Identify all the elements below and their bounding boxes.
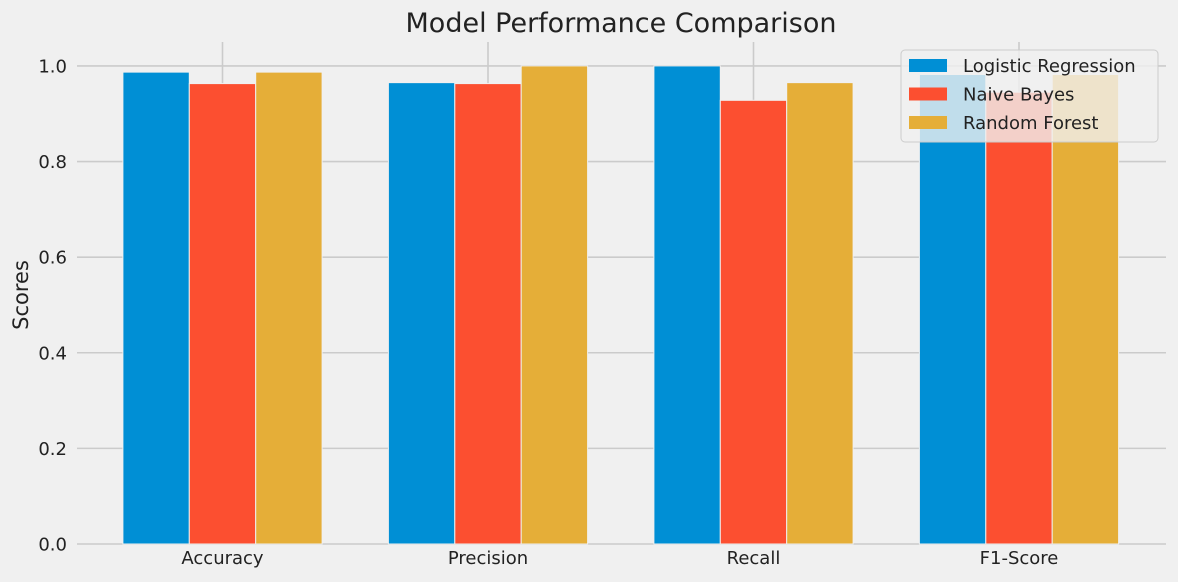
y-tick-label: 0.0 [38,535,67,556]
bars [122,65,1120,545]
y-axis-label: Scores [9,260,33,330]
y-tick-label: 0.4 [38,343,67,364]
bar-naive-bayes-accuracy [188,83,257,545]
legend: Logistic Regression Naive Bayes Random For… [900,49,1159,143]
bar-logistic-regression-precision [387,82,456,545]
bar-random-forest-precision [520,65,589,545]
bar-logistic-regression-accuracy [122,71,190,545]
x-tick-labels: Accuracy Precision Recall F1-Score [181,548,1058,569]
y-tick-label: 1.0 [38,56,67,77]
y-tick-label: 0.2 [38,439,67,460]
bar-random-forest-recall [786,82,854,545]
bar-naive-bayes-precision [454,83,522,545]
bar-logistic-regression-f1-score [918,74,987,545]
x-tick-label: Accuracy [181,548,264,569]
bar-random-forest-f1-score [1051,74,1120,545]
bar-naive-bayes-f1-score [985,91,1053,545]
legend-label: Naive Bayes [963,85,1074,106]
legend-box [900,49,1159,143]
y-tick-label: 0.6 [38,248,67,269]
legend-label: Random Forest [963,113,1098,134]
y-tick-labels: 0.0 0.2 0.4 0.6 0.8 1.0 [38,56,67,555]
bar-naive-bayes-recall [719,99,788,545]
y-tick-label: 0.8 [38,152,67,173]
x-tick-label: Recall [727,548,781,569]
legend-swatch [909,87,947,101]
x-tick-label: Precision [448,548,528,569]
chart-title: Model Performance Comparison [406,8,837,39]
legend-swatch [909,59,947,72]
legend-swatch [909,116,947,129]
x-tick-label: F1-Score [980,548,1059,569]
bar-logistic-regression-recall [653,65,721,545]
legend-label: Logistic Regression [963,56,1136,77]
bar-random-forest-accuracy [255,71,323,545]
